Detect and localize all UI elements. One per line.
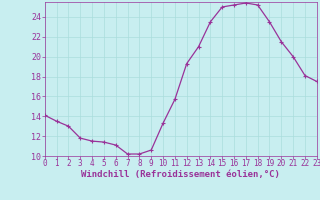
X-axis label: Windchill (Refroidissement éolien,°C): Windchill (Refroidissement éolien,°C) xyxy=(81,170,280,179)
